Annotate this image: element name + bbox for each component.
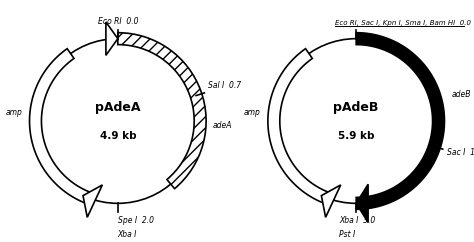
Text: Sal I  0.7: Sal I 0.7: [209, 81, 242, 90]
Polygon shape: [268, 49, 334, 205]
Text: adeA: adeA: [213, 121, 233, 130]
Text: Eco RI  0.0: Eco RI 0.0: [98, 17, 138, 26]
Text: Eco RI, Sac I, Kpn I, Sma I, Bam HI  0.0: Eco RI, Sac I, Kpn I, Sma I, Bam HI 0.0: [335, 20, 471, 26]
Text: pAdeB: pAdeB: [334, 101, 379, 114]
Polygon shape: [356, 184, 368, 222]
Text: Xba I: Xba I: [118, 230, 137, 239]
Text: Xba I  3.0: Xba I 3.0: [339, 216, 375, 225]
Text: adeB: adeB: [452, 91, 471, 99]
Text: Spe I  2.0: Spe I 2.0: [118, 216, 154, 225]
Text: amp: amp: [244, 108, 261, 117]
Text: Sac I  1.8: Sac I 1.8: [447, 148, 474, 157]
Polygon shape: [29, 49, 95, 205]
Polygon shape: [321, 185, 341, 217]
Text: 4.9 kb: 4.9 kb: [100, 131, 136, 141]
Text: Pst I: Pst I: [339, 230, 355, 239]
Polygon shape: [356, 33, 445, 209]
Wedge shape: [118, 33, 206, 189]
Text: amp: amp: [6, 108, 22, 117]
Polygon shape: [106, 22, 118, 55]
Polygon shape: [83, 185, 102, 217]
Text: pAdeA: pAdeA: [95, 101, 141, 114]
Text: 5.9 kb: 5.9 kb: [338, 131, 374, 141]
